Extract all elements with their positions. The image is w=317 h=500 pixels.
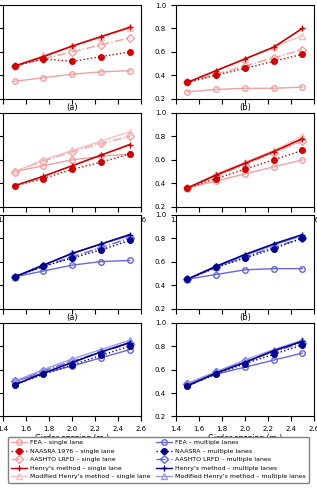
X-axis label: Girder spacing (m.): Girder spacing (m.)	[208, 224, 282, 233]
X-axis label: Girder spacing (m.): Girder spacing (m.)	[35, 434, 109, 442]
Text: (a): (a)	[66, 103, 78, 112]
Legend: FEA – single lane, NAASRA 1976 – single lane, AASHTO LRFD – single lane, Henry's: FEA – single lane, NAASRA 1976 – single …	[8, 437, 309, 482]
Text: (c): (c)	[67, 226, 78, 235]
Text: (b): (b)	[239, 103, 251, 112]
Text: (d): (d)	[239, 436, 251, 445]
Text: (a): (a)	[66, 313, 78, 322]
X-axis label: Girder spacing (m.): Girder spacing (m.)	[35, 224, 109, 233]
Text: (c): (c)	[67, 436, 78, 445]
X-axis label: Girder spacing (m.): Girder spacing (m.)	[208, 434, 282, 442]
Text: (d): (d)	[239, 226, 251, 235]
Text: (b): (b)	[239, 313, 251, 322]
